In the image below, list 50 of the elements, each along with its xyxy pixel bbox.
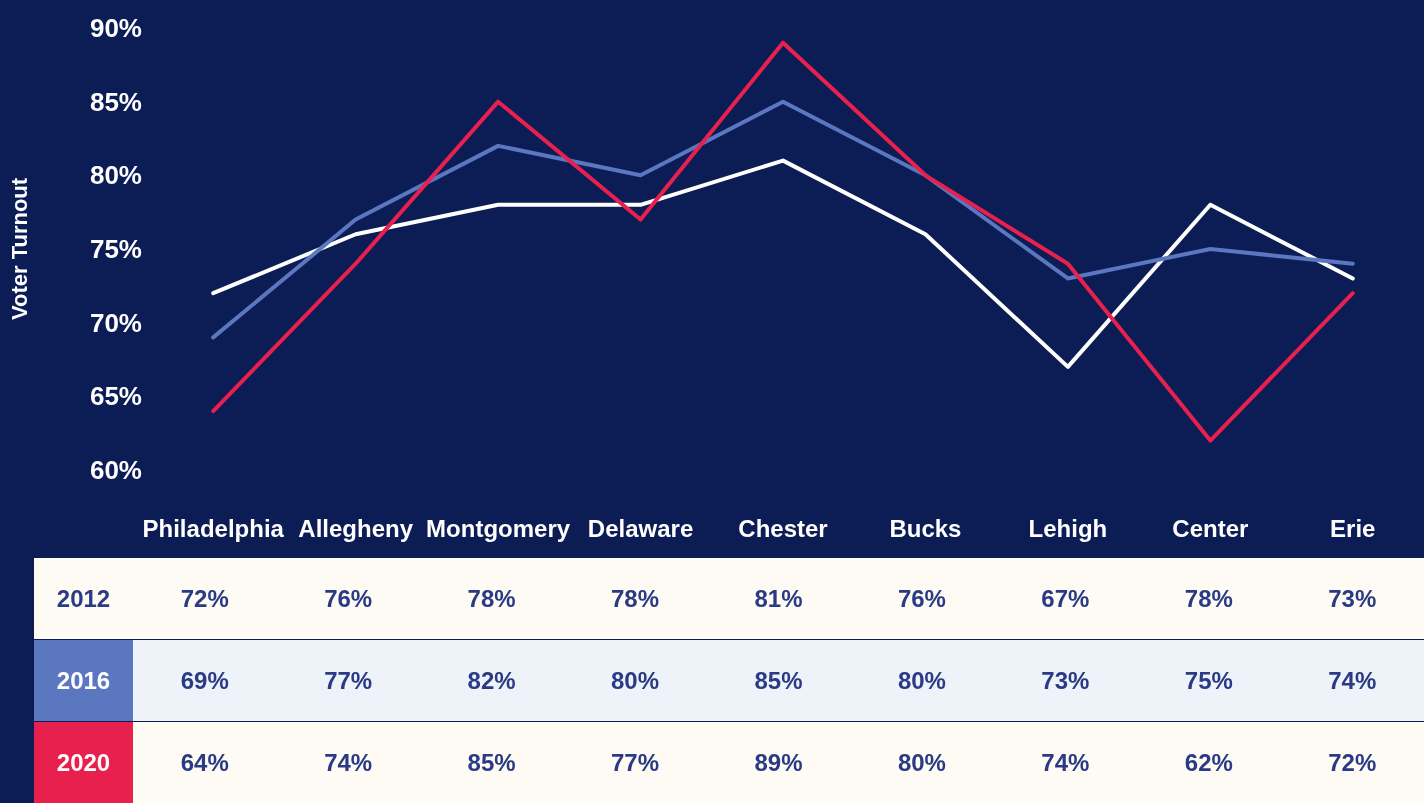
x-tick-label: Philadelphia xyxy=(142,514,285,542)
x-tick-label: Bucks xyxy=(889,514,962,542)
data-label: 75% xyxy=(1183,665,1234,696)
data-label: 85% xyxy=(466,747,517,778)
y-tick-label: 60% xyxy=(89,455,142,485)
data-label: 80% xyxy=(896,747,947,778)
data-label: 67% xyxy=(1040,583,1091,614)
data-label: 89% xyxy=(753,747,804,778)
data-label: 74% xyxy=(1327,665,1378,696)
data-label: 74% xyxy=(323,747,374,778)
line-series xyxy=(211,40,1355,443)
text: 2016 xyxy=(34,640,133,721)
y-tick-label: 90% xyxy=(89,13,142,43)
x-tick-label: Montgomery xyxy=(426,514,571,542)
data-label: 64% xyxy=(179,747,230,778)
text: 2020 xyxy=(34,722,133,803)
data-label: 78% xyxy=(466,583,517,614)
x-tick-label: Chester xyxy=(738,514,828,542)
data-label: 78% xyxy=(1183,583,1234,614)
line-series xyxy=(211,158,1355,369)
data-label: 74% xyxy=(1040,747,1091,778)
data-label: 80% xyxy=(610,665,661,696)
data-label: 77% xyxy=(610,747,661,778)
x-tick-label: Lehigh xyxy=(1028,514,1108,542)
y-axis-title: Voter Turnout xyxy=(6,177,32,321)
data-label: 81% xyxy=(753,583,804,614)
x-tick-label: Center xyxy=(1172,514,1249,542)
y-tick-label: 70% xyxy=(89,307,142,338)
x-tick-label: Delaware xyxy=(587,514,694,542)
data-label: 72% xyxy=(179,583,230,614)
text: 2012 xyxy=(34,558,133,639)
data-label: 80% xyxy=(896,665,947,696)
data-label: 73% xyxy=(1040,665,1091,696)
y-tick-label: 85% xyxy=(89,86,142,117)
y-tick-label: 75% xyxy=(89,234,142,264)
data-label: 82% xyxy=(466,665,517,696)
x-tick-label: Allegheny xyxy=(298,514,414,542)
data-label: 72% xyxy=(1327,747,1378,778)
y-tick-label: 80% xyxy=(89,160,142,191)
data-label: 76% xyxy=(896,583,947,614)
data-label: 76% xyxy=(323,583,374,614)
line-series xyxy=(211,99,1355,340)
data-label: 73% xyxy=(1327,583,1378,614)
data-label: 85% xyxy=(753,665,804,696)
y-tick-label: 65% xyxy=(89,381,142,412)
data-label: 62% xyxy=(1183,747,1234,778)
data-label: 69% xyxy=(179,665,230,696)
data-label: 78% xyxy=(610,583,661,614)
data-label: 77% xyxy=(323,665,374,696)
x-tick-label: Erie xyxy=(1330,514,1376,542)
